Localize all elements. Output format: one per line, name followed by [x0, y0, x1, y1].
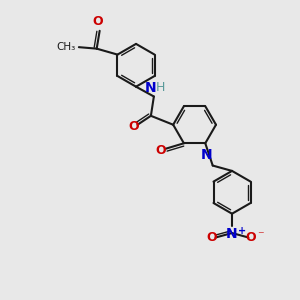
Text: N: N: [145, 81, 156, 95]
Text: O: O: [156, 144, 166, 157]
Text: N: N: [226, 227, 238, 241]
Text: O: O: [207, 231, 218, 244]
Text: CH₃: CH₃: [57, 42, 76, 52]
Text: O: O: [245, 231, 256, 244]
Text: +: +: [238, 226, 246, 236]
Text: O: O: [128, 120, 139, 133]
Text: H: H: [156, 80, 165, 94]
Text: N: N: [201, 148, 213, 162]
Text: ⁻: ⁻: [257, 230, 264, 242]
Text: O: O: [92, 15, 103, 28]
